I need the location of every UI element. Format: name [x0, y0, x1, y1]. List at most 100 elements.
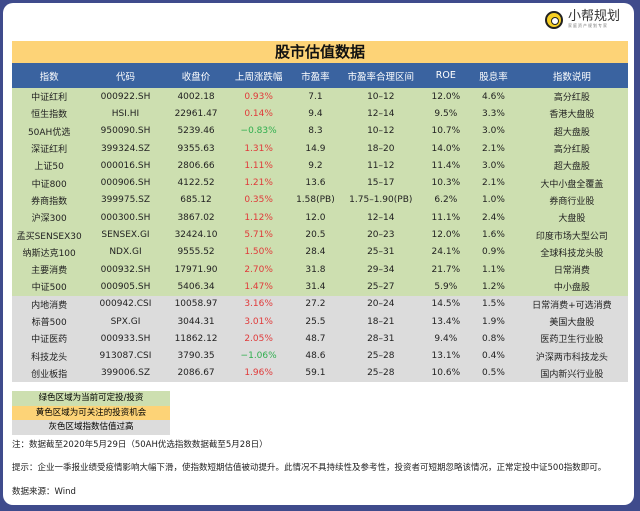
cell-4: 48.7	[289, 330, 342, 348]
table-row: 科技龙头 913087.CSI 3790.35 −1.06% 48.6 25–28 13.1…	[12, 347, 628, 365]
cell-5: 10–12	[341, 122, 421, 140]
cell-7: 0.8%	[471, 330, 516, 348]
cell-5: 28–31	[341, 330, 421, 348]
cell-3: 1.21%	[227, 174, 290, 192]
cell-3: 2.70%	[227, 260, 290, 279]
cell-3: 2.05%	[227, 330, 290, 348]
cell-3: 0.14%	[227, 105, 290, 123]
brand-logo: 小帮规划 家庭资产规划专家	[544, 10, 620, 29]
table-row: 孟买SENSEX30 SENSEX.GI 32424.10 5.71% 20.5 20–2…	[12, 226, 628, 244]
cell-8: 印度市场大型公司	[515, 226, 628, 244]
table-title: 股市估值数据	[12, 41, 628, 63]
cell-5: 12–14	[341, 105, 421, 123]
table-row: 沪深300 000300.SH 3867.02 1.12% 12.0 12–14 11.1%…	[12, 209, 628, 227]
cell-0: 科技龙头	[12, 347, 87, 365]
cell-5: 25–28	[341, 347, 421, 365]
cell-3: 0.35%	[227, 191, 290, 210]
cell-0: 中证医药	[12, 330, 87, 348]
cell-0: 主要消费	[12, 260, 87, 279]
cell-2: 22961.47	[164, 105, 228, 123]
table-row: 中证800 000906.SH 4122.52 1.21% 13.6 15–17 10.3%…	[12, 174, 628, 192]
cell-1: 913087.CSI	[86, 347, 165, 365]
data-date-note: 注：数据截至2020年5月29日（50AH优选指数数据截至5月28日）	[12, 440, 268, 450]
cell-8: 香港大盘股	[515, 105, 628, 123]
cell-0: 中证红利	[12, 88, 87, 106]
cell-6: 12.0%	[420, 88, 472, 106]
cell-4: 13.6	[289, 174, 342, 192]
cell-7: 1.6%	[471, 226, 516, 244]
cell-0: 券商指数	[12, 191, 87, 210]
column-header: 指数	[12, 63, 87, 88]
table-row: 中证500 000905.SH 5406.34 1.47% 31.4 25–27 5.9% 1…	[12, 278, 628, 296]
cell-4: 31.4	[289, 278, 342, 296]
cell-4: 9.4	[289, 105, 342, 123]
cell-0: 孟买SENSEX30	[12, 226, 87, 244]
cell-1: 000906.SH	[86, 174, 165, 192]
cell-2: 5239.46	[164, 122, 228, 140]
table-row: 上证50 000016.SH 2806.66 1.11% 9.2 11–12 11.4% 3.…	[12, 157, 628, 175]
cell-6: 13.1%	[420, 347, 472, 365]
cell-5: 29–34	[341, 260, 421, 279]
cell-7: 1.9%	[471, 312, 516, 331]
cell-4: 8.3	[289, 122, 342, 140]
cell-1: 950090.SH	[86, 122, 165, 140]
cell-1: HSI.HI	[86, 105, 165, 123]
column-header: 上周涨跌幅	[227, 63, 290, 88]
cell-1: 000016.SH	[86, 157, 165, 175]
cell-1: SENSEX.GI	[86, 226, 165, 244]
cell-6: 11.4%	[420, 157, 472, 175]
cell-3: 5.71%	[227, 226, 290, 244]
cell-8: 大中小盘全覆盖	[515, 174, 628, 192]
table-row: 50AH优选 950090.SH 5239.46 −0.83% 8.3 10–12 10.7…	[12, 122, 628, 140]
cell-2: 4002.18	[164, 88, 228, 106]
cell-4: 28.4	[289, 243, 342, 261]
cell-7: 1.0%	[471, 191, 516, 210]
cell-5: 20–24	[341, 295, 421, 313]
cell-6: 5.9%	[420, 278, 472, 296]
cell-8: 沪深两市科技龙头	[515, 347, 628, 365]
cell-2: 9555.52	[164, 243, 228, 261]
column-header: ROE	[420, 63, 472, 88]
cell-2: 17971.90	[164, 260, 228, 279]
legend-yellow: 黄色区域为可关注的投资机会	[12, 405, 170, 420]
cell-3: −1.06%	[227, 347, 290, 365]
column-header: 指数说明	[515, 63, 628, 88]
cell-0: 50AH优选	[12, 122, 87, 140]
cell-4: 20.5	[289, 226, 342, 244]
column-header: 股息率	[471, 63, 516, 88]
cell-8: 日常消费	[515, 260, 628, 279]
cell-4: 31.8	[289, 260, 342, 279]
cell-6: 10.6%	[420, 364, 472, 383]
cell-3: 1.11%	[227, 157, 290, 175]
cell-6: 10.3%	[420, 174, 472, 192]
cell-2: 2806.66	[164, 157, 228, 175]
column-header: 收盘价	[164, 63, 228, 88]
table-row: 深证红利 399324.SZ 9355.63 1.31% 14.9 18–20 14.0% 2…	[12, 139, 628, 158]
cell-1: 399975.SZ	[86, 191, 165, 210]
cell-8: 高分红股	[515, 139, 628, 158]
color-legend: 绿色区域为当前可定投/投资 黄色区域为可关注的投资机会 灰色区域指数估值过高	[12, 391, 170, 435]
cell-0: 上证50	[12, 157, 87, 175]
cell-6: 9.4%	[420, 330, 472, 348]
mascot-logo-icon	[544, 10, 563, 29]
cell-5: 25–28	[341, 364, 421, 383]
cell-7: 2.1%	[471, 139, 516, 158]
cell-8: 日常消费+可选消费	[515, 295, 628, 313]
cell-8: 券商行业股	[515, 191, 628, 210]
cell-6: 24.1%	[420, 243, 472, 261]
table-row: 纳斯达克100 NDX.GI 9555.52 1.50% 28.4 25–31 24.1% 0…	[12, 243, 628, 261]
cell-6: 9.5%	[420, 105, 472, 123]
cell-3: 3.01%	[227, 312, 290, 331]
cell-5: 12–14	[341, 209, 421, 227]
cell-0: 恒生指数	[12, 105, 87, 123]
cell-7: 1.5%	[471, 295, 516, 313]
cell-2: 3790.35	[164, 347, 228, 365]
cell-2: 685.12	[164, 191, 228, 210]
cell-8: 美国大盘股	[515, 312, 628, 331]
cell-1: 000942.CSI	[86, 295, 165, 313]
tip-text: 提示：企业一季报业绩受疫情影响大幅下滑，使指数短期估值被动提升。此情况不具持续性…	[12, 463, 607, 473]
cell-0: 创业板指	[12, 364, 87, 383]
legend-gray: 灰色区域指数估值过高	[12, 420, 170, 435]
cell-2: 10058.97	[164, 295, 228, 313]
cell-5: 25–27	[341, 278, 421, 296]
